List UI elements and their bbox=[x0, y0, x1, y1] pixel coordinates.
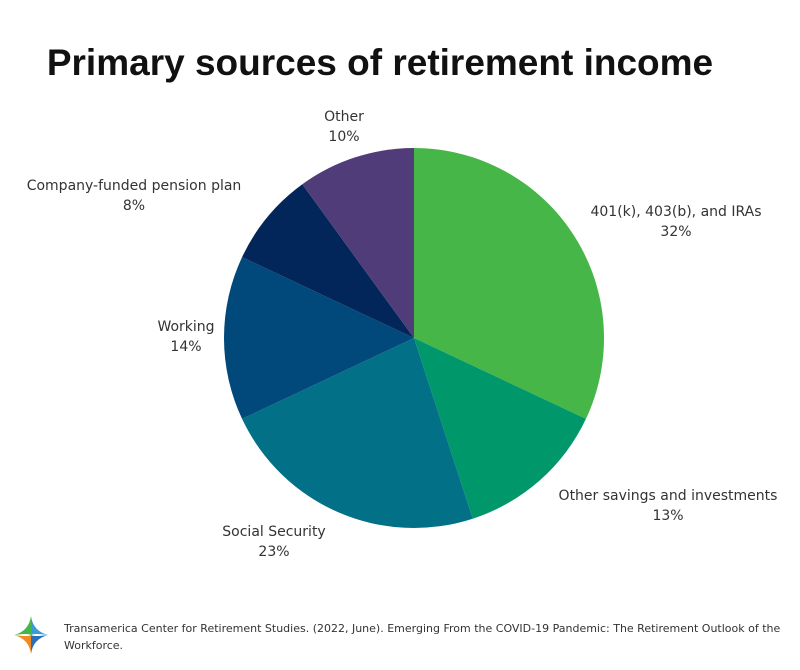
pie-slice-1 bbox=[414, 338, 586, 519]
slice-label-name: Other bbox=[324, 109, 364, 125]
transamerica-star-icon bbox=[14, 616, 48, 654]
pie-slice-5 bbox=[302, 148, 414, 338]
pie-slice-3 bbox=[223, 257, 414, 419]
slice-label-value: 8% bbox=[122, 198, 146, 214]
slice-label-value: 23% bbox=[258, 544, 290, 560]
citation: Transamerica Center for Retirement Studi… bbox=[64, 622, 781, 652]
slice-label-name: Working bbox=[157, 319, 215, 335]
pie-slice-0 bbox=[414, 147, 605, 419]
slice-label-value: 13% bbox=[652, 508, 684, 524]
slice-label-4: Company-funded pension plan 8% bbox=[27, 176, 242, 216]
slice-label-value: 10% bbox=[328, 129, 360, 145]
pie-slice-4 bbox=[242, 184, 414, 338]
slice-label-5: Other 10% bbox=[324, 107, 364, 147]
slice-label-2: Social Security 23% bbox=[222, 522, 325, 562]
slice-label-value: 14% bbox=[170, 339, 202, 355]
pie-slice-2 bbox=[242, 338, 473, 528]
slice-label-1: Other savings and investments 13% bbox=[559, 486, 778, 526]
chart-title: Primary sources of retirement income bbox=[46, 42, 714, 83]
slice-label-value: 32% bbox=[660, 224, 692, 240]
slice-label-0: 401(k), 403(b), and IRAs 32% bbox=[590, 202, 761, 242]
pie-chart bbox=[223, 147, 605, 528]
slice-label-name: 401(k), 403(b), and IRAs bbox=[590, 204, 762, 220]
slice-label-name: Social Security bbox=[222, 524, 326, 540]
footer: Transamerica Center for Retirement Studi… bbox=[12, 612, 782, 656]
slice-label-3: Working 14% bbox=[157, 317, 214, 357]
slice-label-name: Company-funded pension plan bbox=[26, 178, 242, 194]
slice-label-name: Other savings and investments bbox=[558, 488, 778, 504]
